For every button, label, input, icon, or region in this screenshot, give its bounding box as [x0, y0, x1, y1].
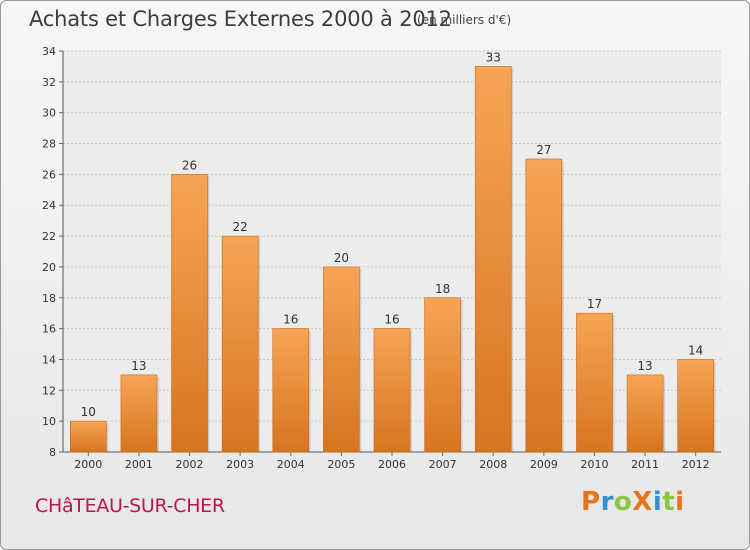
logo-letter: i	[652, 487, 663, 517]
logo-letter: i	[675, 487, 685, 517]
bar-2012	[677, 359, 714, 453]
x-tick-label: 2003	[226, 458, 254, 471]
y-tick-label: 12	[42, 384, 56, 397]
y-tick-label: 20	[42, 261, 56, 274]
value-label: 14	[688, 343, 703, 357]
x-tick-label: 2005	[327, 458, 355, 471]
y-tick-label: 8	[49, 446, 56, 459]
x-tick-label: 2006	[378, 458, 406, 471]
x-tick-label: 2001	[125, 458, 153, 471]
y-tick-label: 30	[42, 107, 56, 120]
labels: 8 10 12 14 16 18 20 22 24 26 28 30 32 34 10 2000 13 2001 2…	[42, 45, 710, 471]
value-label: 13	[131, 359, 146, 373]
x-tick-label: 2012	[682, 458, 710, 471]
logo-letter: P	[581, 487, 601, 517]
value-label: 27	[536, 143, 551, 157]
y-tick-label: 34	[42, 45, 56, 58]
y-tick-label: 16	[42, 323, 56, 336]
value-label: 20	[334, 251, 349, 265]
value-label: 22	[233, 220, 248, 234]
y-tick-label: 24	[42, 199, 56, 212]
bars	[70, 66, 716, 453]
value-label: 17	[587, 297, 602, 311]
bar-2004	[272, 328, 310, 453]
bar-2003	[221, 235, 259, 453]
value-label: 13	[637, 359, 652, 373]
logo-letter: X	[632, 487, 653, 517]
x-tick-label: 2004	[277, 458, 305, 471]
proxiti-logo[interactable]: ProXiti	[581, 487, 685, 517]
bar-2008	[474, 66, 512, 453]
bar-2010	[576, 312, 613, 453]
logo-letter: t	[662, 487, 676, 517]
y-tick-label: 22	[42, 230, 56, 243]
y-tick-label: 14	[42, 353, 56, 366]
x-tick-label: 2011	[631, 458, 659, 471]
bar-2005	[323, 266, 360, 453]
y-tick-label: 18	[42, 292, 56, 305]
x-tick-label: 2008	[479, 458, 507, 471]
bar-2002	[171, 174, 208, 453]
value-label: 18	[435, 282, 450, 296]
x-tick-label: 2002	[176, 458, 204, 471]
bar-2011	[626, 374, 664, 453]
y-tick-label: 26	[42, 168, 56, 181]
bar-2001	[120, 374, 158, 453]
chart-subtitle: (en milliers d'€)	[417, 13, 512, 27]
bar-2000	[70, 420, 107, 453]
x-tick-label: 2007	[429, 458, 457, 471]
value-label: 16	[283, 313, 298, 327]
chart-title: Achats et Charges Externes 2000 à 2012	[29, 7, 452, 31]
bar-2007	[424, 297, 461, 453]
logo-letter: o	[613, 487, 633, 517]
bar-2009	[525, 158, 563, 453]
value-label: 16	[384, 313, 399, 327]
y-tick-label: 10	[42, 415, 56, 428]
bar-2006	[373, 328, 411, 453]
x-tick-label: 2009	[530, 458, 558, 471]
x-tick-label: 2010	[580, 458, 608, 471]
y-tick-label: 32	[42, 76, 56, 89]
value-label: 10	[81, 405, 96, 419]
city-name: CHâTEAU-SUR-CHER	[35, 495, 225, 517]
x-tick-label: 2000	[74, 458, 102, 471]
value-label: 26	[182, 158, 197, 172]
logo-letter: r	[600, 487, 614, 517]
value-label: 33	[486, 50, 501, 64]
y-tick-label: 28	[42, 138, 56, 151]
